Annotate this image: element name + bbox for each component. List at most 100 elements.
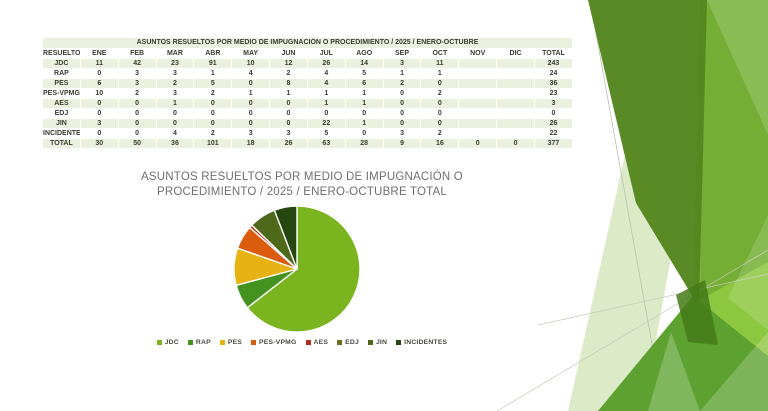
table-row: INCIDENTES004233503222 [42,128,574,139]
table-cell: 0 [117,128,157,139]
table-cell: 8 [269,78,308,89]
table-row: RAP 0 3 3 1 4 2 4 5 1 1 24 [42,68,574,79]
row-label: PES-VPMG [42,88,81,99]
legend-label: EDJ [345,339,359,346]
row-label: JIN [42,118,81,129]
pie-chart-svg [233,205,361,333]
table-cell: 0 [382,118,422,129]
table-cell: 0 [420,108,460,119]
pie-slice-jdc [246,205,361,333]
table-cell: 1 [344,118,384,129]
results-table: ASUNTOS RESUELTOS POR MEDIO DE IMPUGNACI… [42,37,574,149]
table-cell [496,88,535,99]
table-cell: 0 [117,108,157,119]
table-cell: 23 [155,58,195,69]
table-cell: 4 [306,78,346,89]
table-cell: 0 [79,68,119,79]
table-row: EDJ 0 0 0 0 0 0 0 0 0 0 0 [42,108,574,119]
column-header: ABR [193,48,233,59]
column-header: JUN [269,48,308,59]
decor-triangle-medium-top-right [700,0,768,300]
legend-item-aes: AES [305,339,329,346]
table-cell: 6 [344,78,384,89]
legend-swatch-icon [367,340,373,345]
table-cell [458,128,498,139]
table-cell [496,68,535,79]
table-cell: 243 [533,58,574,69]
decor-facet-highlight-1 [707,0,768,135]
table-cell: 0 [496,138,535,149]
row-label: JDC [42,58,81,69]
column-header: MAY [231,48,271,59]
table-cell: 1 [231,88,271,99]
table-cell: 0 [155,108,195,119]
table-cell: 22 [306,118,346,129]
legend-label: RAP [195,339,211,346]
table-cell: 0 [269,118,308,129]
table-cell [496,78,535,89]
column-header: TOTAL [533,48,574,59]
table-cell: 0 [382,98,422,109]
table-row: JDC 11 42 23 91 10 12 26 14 3 11 243 [42,58,574,69]
table-cell: 42 [117,58,157,69]
table-cell [458,88,498,99]
column-header: OCT [420,48,460,59]
table-cell: 0 [79,108,119,119]
table-cell: 91 [193,58,233,69]
table-cell: 6 [79,78,119,89]
legend-swatch-icon [187,340,193,345]
table-cell: 0 [231,78,271,89]
legend-swatch-icon [251,340,257,345]
table-cell: 23 [533,88,574,99]
table-row: TOTAL 30 50 36 101 18 26 63 28 9 16 0 0 377 [42,138,574,149]
table-cell: 0 [231,98,271,109]
table-cell: 10 [79,88,119,99]
table-cell: 0 [79,128,119,139]
column-header: SEP [382,48,422,59]
table-row: PES 6 3 2 5 0 8 4 6 2 0 36 [42,78,574,89]
table-cell: 0 [269,108,308,119]
table-cell [458,118,498,129]
table-cell: 5 [306,128,346,139]
table-cell: 1 [382,68,422,79]
table-cell: 4 [155,128,195,139]
table-cell: 11 [420,58,460,69]
table-cell [458,78,498,89]
table-cell: 0 [344,108,384,119]
chart-legend: JDC RAP PES PES-VPMG AES EDJ JIN INCIDENTES [92,339,512,346]
decor-overlap-dark [676,280,718,345]
table-cell: 0 [269,98,308,109]
table-cell: 3 [155,88,195,99]
legend-label: PES-VPMG [259,339,297,346]
table-cell: 0 [117,118,157,129]
table-header-row: RESUELTOSENEFEBMARABRMAYJUNJULAGOSEPOCTN… [42,48,574,59]
legend-swatch-icon [156,340,162,345]
legend-item-pes-vpmg: PES-VPMG [251,339,296,346]
table-cell: 1 [344,98,384,109]
table-cell: 1 [306,98,346,109]
table-cell: 101 [193,138,233,149]
legend-item-rap: RAP [187,339,211,346]
table-cell: 30 [79,138,119,149]
table-cell: 22 [533,128,574,139]
column-header: ENE [79,48,119,59]
table-cell: 24 [533,68,574,79]
table-cell: 2 [193,128,233,139]
table-cell: 0 [193,118,233,129]
row-label: EDJ [42,108,81,119]
legend-item-edj: EDJ [337,339,359,346]
table-cell: 1 [193,68,233,79]
legend-item-incidentes: INCIDENTES [396,339,447,346]
table-cell: 5 [344,68,384,79]
table-cell: 50 [117,138,157,149]
table-cell: 26 [306,58,346,69]
row-label: TOTAL [42,138,81,149]
table-cell: 0 [420,78,460,89]
table-cell: 5 [193,78,233,89]
table-title: ASUNTOS RESUELTOS POR MEDIO DE IMPUGNACI… [42,37,573,49]
table-cell: 3 [117,68,157,79]
table-cell [458,108,498,119]
table-cell: 0 [420,118,460,129]
pie-slice-incidentes [273,205,298,270]
